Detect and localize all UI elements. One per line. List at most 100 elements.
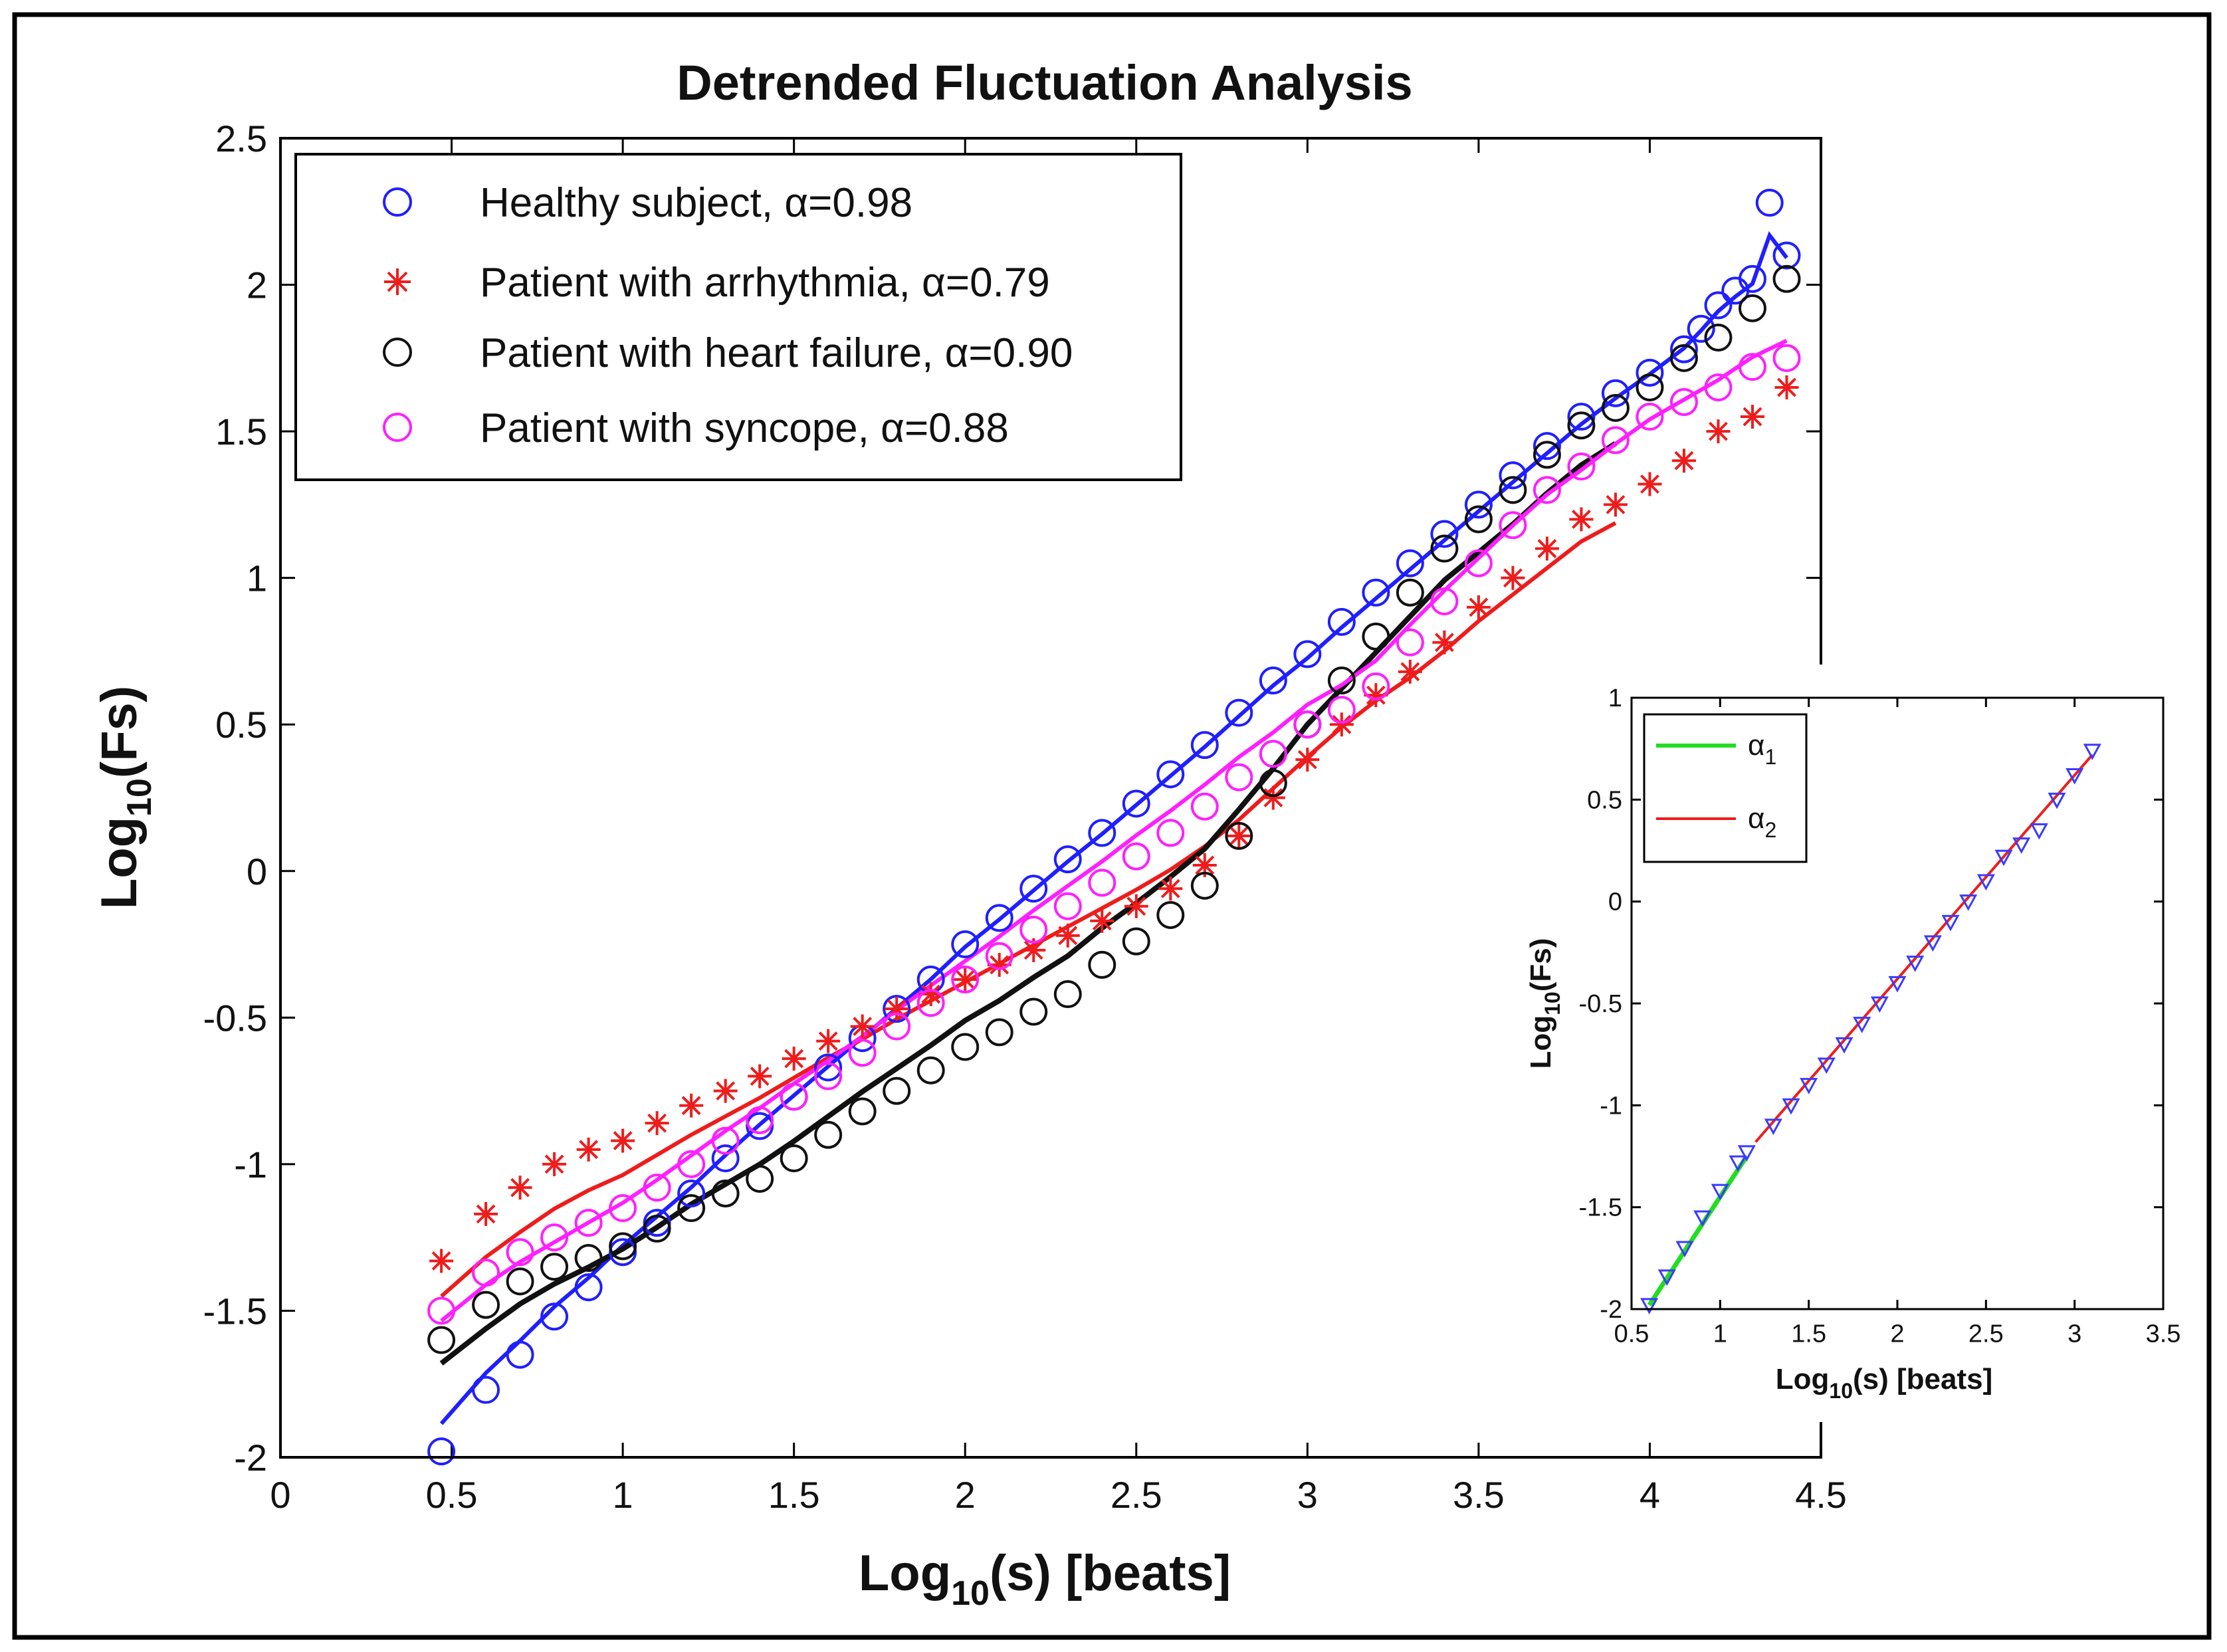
point-patient-with-heart-failure: [1362, 622, 1390, 651]
inset-point: [1923, 935, 1942, 952]
main-x-gridticks: 0 0.5 1 1.5 2 2.5 3 3.5 4 4.5: [270, 138, 1847, 1516]
point-patient-with-arrhythmia: [1671, 449, 1696, 473]
inset-point: [1994, 849, 2013, 867]
inset-legend-box: [1643, 713, 1808, 863]
inset-x-axis-label-rest: (s) [beats]: [1853, 1363, 1992, 1395]
legend-entry-syncope: Patient with syncope, α=0.88: [383, 405, 1009, 451]
point-patient-with-arrhythmia: [1055, 923, 1080, 948]
point-patient-with-arrhythmia: [748, 1064, 772, 1088]
point-patient-with-heart-failure: [1669, 344, 1698, 372]
point-healthy-subject: [1687, 314, 1715, 343]
point-patient-with-heart-failure: [746, 1164, 774, 1193]
main-x-tick-label: 3.5: [1453, 1474, 1505, 1516]
point-patient-with-arrhythmia: [1638, 472, 1662, 496]
inset-legend-alpha1-base: α: [1748, 729, 1764, 762]
inset-data-points: [1640, 744, 2101, 1314]
point-patient-with-arrhythmia: [1466, 595, 1491, 619]
inset-x-tick-label: 1.5: [1791, 1320, 1826, 1348]
point-healthy-subject: [1755, 189, 1784, 217]
inset-point: [1941, 914, 1960, 932]
point-patient-with-arrhythmia: [1090, 908, 1114, 933]
point-patient-with-arrhythmia: [645, 1111, 669, 1136]
inset-x-tick-label: 2: [1890, 1320, 1904, 1348]
inset-point: [1640, 1298, 1659, 1314]
point-patient-with-heart-failure: [643, 1214, 671, 1243]
legend-entry-arrhythmia: Patient with arrhythmia, α=0.79: [384, 260, 1050, 306]
point-patient-with-syncope: [780, 1083, 808, 1111]
point-patient-with-heart-failure: [1327, 667, 1356, 695]
inset-plot-area: [1630, 696, 2165, 1310]
point-patient-with-syncope: [472, 1259, 500, 1287]
point-patient-with-syncope: [1464, 549, 1493, 577]
main-x-axis-label-base: Log: [859, 1545, 951, 1601]
point-patient-with-syncope: [1567, 453, 1596, 481]
point-patient-with-heart-failure: [1601, 393, 1630, 422]
point-patient-with-syncope: [643, 1174, 671, 1202]
point-patient-with-syncope: [1259, 740, 1287, 768]
point-patient-with-arrhythmia: [713, 1079, 738, 1103]
point-patient-with-heart-failure: [1533, 441, 1561, 469]
point-patient-with-arrhythmia: [611, 1128, 635, 1153]
point-patient-with-arrhythmia: [1227, 823, 1251, 848]
inset-point: [2012, 837, 2031, 854]
main-y-axis-label: Log10(Fs): [91, 686, 159, 909]
inset-y-tick-label: -1: [1600, 1092, 1622, 1120]
main-legend-box: [294, 153, 1182, 481]
point-patient-with-heart-failure: [1738, 294, 1766, 322]
inset-x-tick-label: 3: [2068, 1320, 2081, 1348]
point-healthy-subject: [711, 1144, 740, 1173]
point-patient-with-arrhythmia: [508, 1176, 532, 1200]
point-healthy-subject: [1396, 549, 1424, 577]
inset-point: [1693, 1210, 1712, 1227]
point-patient-with-heart-failure: [472, 1291, 500, 1319]
inset-y-axis-label-sub: 10: [1540, 991, 1564, 1015]
inset-legend-alpha2-sub: 2: [1764, 818, 1776, 842]
inset-point: [1959, 894, 1978, 911]
point-patient-with-heart-failure: [574, 1244, 603, 1273]
inset-legend-label-alpha2: α2: [1748, 802, 1776, 842]
point-patient-with-arrhythmia: [1501, 566, 1525, 590]
inset-point: [1737, 1145, 1756, 1162]
inset-y-gridticks: -2 -1.5 -1 -0.5 0 0.5 1: [1579, 684, 2163, 1324]
inset-point: [2030, 823, 2048, 840]
point-healthy-subject: [472, 1376, 500, 1404]
point-patient-with-arrhythmia: [1535, 536, 1559, 561]
point-healthy-subject: [1567, 403, 1596, 431]
inset-point: [1817, 1057, 1836, 1075]
point-patient-with-syncope: [1019, 916, 1048, 944]
inset-point: [1675, 1241, 1694, 1258]
main-y-tick-label: 0: [247, 851, 267, 892]
inset-x-tick-label: 3.5: [2146, 1320, 2181, 1348]
point-patient-with-syncope: [1430, 587, 1459, 615]
point-patient-with-heart-failure: [427, 1326, 456, 1354]
main-x-tick-label: 4.5: [1795, 1474, 1847, 1516]
inset-y-axis-label-rest: (Fs): [1525, 938, 1557, 992]
point-patient-with-syncope: [1122, 842, 1150, 871]
inset-x-tick-label: 1: [1713, 1320, 1727, 1348]
point-patient-with-heart-failure: [1430, 534, 1459, 563]
point-patient-with-syncope: [985, 942, 1013, 970]
inset-x-axis-label: Log10(s) [beats]: [1776, 1363, 1992, 1403]
point-patient-with-arrhythmia: [1261, 785, 1285, 810]
point-healthy-subject: [985, 904, 1013, 932]
point-patient-with-heart-failure: [951, 1033, 980, 1061]
main-x-tick-label: 0: [270, 1474, 290, 1516]
point-healthy-subject: [1738, 264, 1766, 293]
inset-x-axis-label-sub: 10: [1829, 1379, 1853, 1403]
point-healthy-subject: [1190, 731, 1219, 760]
legend-marker-heart-failure: [383, 338, 412, 367]
legend-label-syncope: Patient with syncope, α=0.88: [480, 405, 1009, 451]
point-patient-with-arrhythmia: [1706, 419, 1731, 444]
inset-y-tick-label: -0.5: [1579, 990, 1622, 1018]
main-x-tick-label: 0.5: [426, 1474, 478, 1516]
point-patient-with-syncope: [1362, 672, 1390, 700]
point-patient-with-syncope: [1156, 819, 1185, 847]
point-patient-with-syncope: [711, 1126, 740, 1155]
inset-point: [1906, 956, 1925, 972]
point-healthy-subject: [574, 1273, 603, 1302]
point-patient-with-syncope: [540, 1223, 569, 1252]
point-patient-with-heart-failure: [1122, 927, 1150, 956]
main-data-points: [427, 189, 1801, 1466]
point-patient-with-heart-failure: [916, 1056, 945, 1084]
point-healthy-subject: [506, 1340, 534, 1369]
